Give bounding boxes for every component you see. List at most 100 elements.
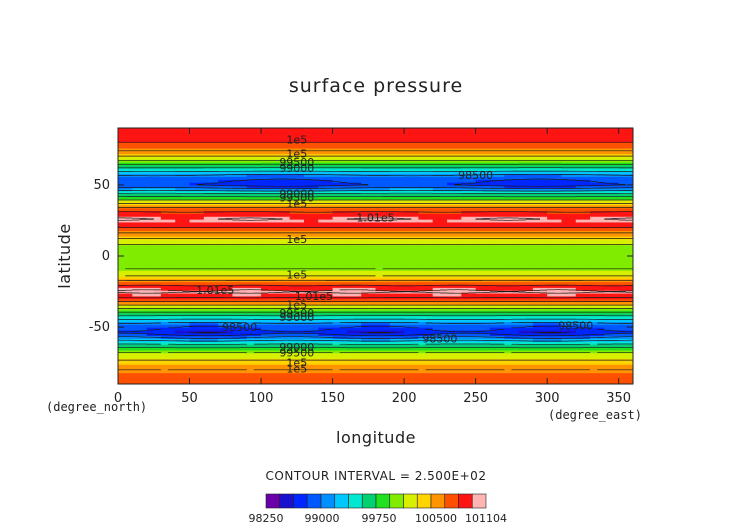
field-cell (432, 253, 448, 257)
field-cell (146, 167, 162, 172)
field-cell (160, 275, 176, 280)
field-cell (189, 204, 205, 209)
field-cell (518, 290, 534, 294)
field-cell (346, 153, 362, 158)
field-cell (203, 156, 219, 160)
field-cell (318, 347, 334, 351)
field-cell (461, 170, 477, 175)
field-cell (389, 187, 405, 192)
field-cell (303, 315, 319, 320)
field-cell (461, 301, 477, 305)
field-cell (504, 133, 520, 138)
field-cell (332, 147, 348, 152)
field-cell (547, 241, 563, 246)
field-cell (389, 173, 405, 177)
field-cell (418, 167, 434, 172)
field-cell (504, 341, 520, 345)
field-cell (590, 344, 605, 348)
field-cell (160, 150, 176, 155)
field-cell (418, 327, 434, 331)
field-cell (346, 304, 362, 308)
field-cell (332, 338, 348, 342)
field-cell (447, 264, 462, 268)
field-cell (332, 253, 348, 257)
field-cell (289, 273, 305, 277)
field-cell (232, 290, 248, 294)
field-cell (547, 167, 563, 172)
contour-line (118, 150, 633, 371)
field-cell (418, 315, 434, 320)
field-cell (203, 347, 219, 351)
field-cell (275, 221, 291, 226)
field-cell (132, 298, 148, 303)
field-cell (332, 196, 348, 200)
field-cell (332, 318, 348, 323)
field-cell (246, 312, 262, 317)
field-cell (361, 221, 377, 226)
field-cell (489, 204, 505, 209)
field-cell (318, 227, 334, 231)
field-cell (590, 292, 605, 297)
field-cell (175, 273, 191, 277)
field-cell (346, 375, 362, 379)
field-cell (189, 344, 205, 348)
field-cell (504, 366, 520, 371)
field-cell (232, 238, 248, 243)
pressure-field (118, 128, 633, 384)
contour-label: 99000 (279, 341, 314, 354)
field-cell (318, 261, 334, 266)
field-cell (604, 312, 620, 317)
field-cell (432, 176, 448, 180)
field-cell (489, 329, 505, 334)
field-cell (261, 199, 276, 203)
field-cell (575, 176, 591, 180)
field-cell (447, 230, 462, 234)
field-cell (518, 164, 534, 169)
field-cell (447, 247, 462, 251)
field-cell (132, 290, 148, 294)
field-cell (118, 256, 133, 260)
field-cell (361, 187, 377, 192)
field-cell (175, 184, 191, 189)
field-cell (261, 244, 276, 249)
field-cell (232, 182, 248, 186)
field-cell (346, 347, 362, 351)
field-cell (246, 244, 262, 249)
field-cell (489, 378, 505, 382)
field-cell (218, 344, 234, 348)
field-cell (489, 381, 505, 384)
field-cell (175, 216, 191, 220)
field-cell (475, 366, 491, 371)
field-cell (118, 347, 133, 351)
field-cell (275, 284, 291, 288)
field-cell (432, 170, 448, 175)
field-cell (532, 287, 548, 291)
field-cell (575, 184, 591, 189)
field-cell (361, 304, 377, 308)
field-cell (303, 184, 319, 189)
field-cell (447, 324, 462, 328)
field-cell (575, 150, 591, 155)
field-cell (275, 381, 291, 384)
field-cell (132, 170, 148, 175)
field-cell (318, 341, 334, 345)
field-cell (447, 332, 462, 337)
field-cell (175, 355, 191, 359)
field-cell (146, 224, 162, 229)
field-cell (275, 304, 291, 308)
field-cell (332, 329, 348, 334)
field-cell (275, 187, 291, 192)
colorbar-tick-label: 98250 (249, 512, 284, 525)
field-cell (289, 187, 305, 192)
field-cell (561, 256, 577, 260)
field-cell (289, 196, 305, 200)
field-cell (504, 150, 520, 155)
field-cell (561, 372, 577, 377)
field-cell (547, 173, 563, 177)
field-cell (518, 270, 534, 274)
field-cell (447, 355, 462, 359)
field-cell (618, 352, 633, 357)
field-cell (232, 361, 248, 365)
field-cell (275, 193, 291, 197)
field-cell (175, 150, 191, 155)
